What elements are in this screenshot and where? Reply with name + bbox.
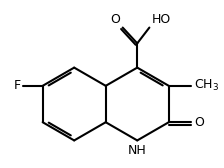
Text: F: F [14,79,21,92]
Text: O: O [194,116,204,129]
Text: HO: HO [152,13,171,26]
Text: CH$_3$: CH$_3$ [194,78,219,93]
Text: O: O [110,13,120,26]
Text: NH: NH [128,144,147,157]
